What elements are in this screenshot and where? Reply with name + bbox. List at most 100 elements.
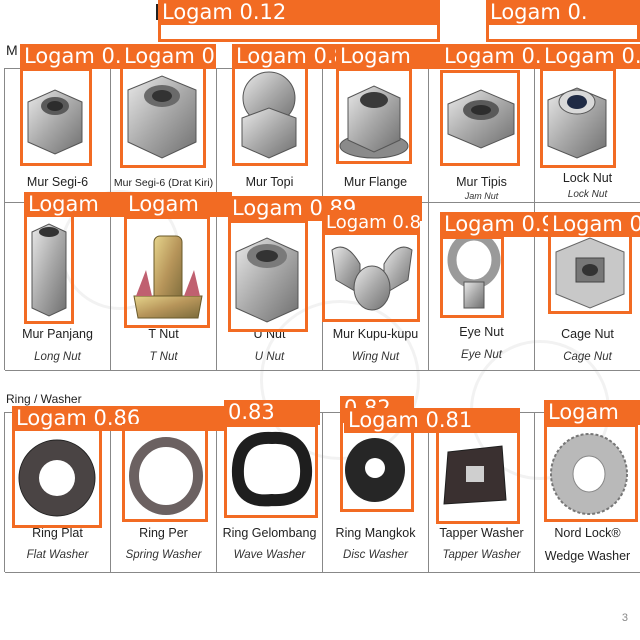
wave-washer-photo: [231, 431, 313, 507]
detection-box: [120, 58, 206, 168]
nut-label: Mur Kupu-kupu: [332, 327, 419, 341]
detection-box: [158, 22, 440, 42]
nut-label: Mur Segi-6 (Drat Kiri): [113, 177, 214, 189]
t-nut-photo: [133, 235, 203, 319]
detection-box: [436, 428, 520, 524]
nut-label: Eye Nut: [459, 325, 504, 339]
nut-section-heading: M: [6, 42, 18, 58]
detection-box: [24, 214, 74, 324]
page-number: 3: [621, 612, 628, 624]
washer-cell: Ring Gelombang Wave Washer: [217, 413, 323, 573]
long-nut-photo: [31, 223, 67, 317]
nut-label: Cage Nut: [561, 327, 614, 341]
nut-cell: Eye Nut Eye Nut: [429, 203, 535, 371]
detection-box: [122, 424, 208, 522]
washer-cell: Tapper Washer Tapper Washer: [429, 413, 535, 573]
nut-sublabel: Cage Nut: [563, 351, 612, 363]
washer-label: Ring Plat: [32, 526, 83, 540]
detection-box: [228, 220, 308, 332]
nut-grid: Mur Segi-6 Mur Segi-6 (Drat Kiri) Mur To…: [4, 68, 640, 371]
detection-label: Logam 0.: [486, 0, 640, 25]
washer-cell: Ring Plat Flat Washer: [5, 413, 111, 573]
washer-label: Ring Mangkok: [335, 526, 416, 540]
washer-sublabel: Spring Washer: [125, 549, 202, 561]
detection-box: [232, 64, 308, 166]
detection-label: Logam 0.89: [322, 210, 420, 235]
washer-sublabel: Flat Washer: [26, 549, 89, 561]
detection-label: Logam 0.90: [440, 212, 550, 237]
cage-nut-photo: [555, 237, 625, 309]
detection-box: [440, 236, 504, 318]
detection-box: [486, 22, 640, 42]
detection-label: Logam: [24, 192, 136, 217]
nut-sublabel: T Nut: [149, 351, 178, 363]
header-divider: [156, 4, 158, 20]
nut-label: Mur Flange: [343, 175, 408, 189]
nut-cell: Lock Nut Lock Nut: [535, 69, 640, 203]
detection-label: Logam 0.81: [344, 408, 520, 433]
washer-label: Ring Gelombang: [222, 526, 317, 540]
washer-sublabel: Wedge Washer: [544, 549, 631, 563]
flat-washer-photo: [18, 439, 96, 517]
detection-box: [20, 68, 92, 166]
detection-label: Logam 0.86: [120, 44, 216, 69]
detection-box: [440, 70, 520, 166]
nut-sublabel: Jam Nut: [464, 191, 499, 201]
cap-nut-photo: [241, 71, 297, 159]
nut-cell: Cage Nut Cage Nut: [535, 203, 640, 371]
detection-box: [336, 68, 412, 164]
detection-box: [224, 424, 318, 518]
detection-label: Logam 0.86: [232, 44, 338, 69]
nut-sublabel: Lock Nut: [567, 189, 608, 200]
detection-label: Logam 0.90: [548, 212, 640, 237]
spring-washer-photo: [129, 437, 203, 515]
detection-box: [548, 230, 632, 314]
washer-cell: Ring Mangkok Disc Washer: [323, 413, 429, 573]
disc-washer-photo: [345, 438, 405, 502]
detection-label: Logam 0.88: [540, 44, 640, 69]
wing-nut-photo: [331, 246, 413, 311]
nut-cell: Mur Tipis Jam Nut: [429, 69, 535, 203]
nut-label: Mur Tipis: [456, 175, 507, 189]
detection-label: Logam 0.88: [440, 44, 552, 69]
washer-cell: Ring Per Spring Washer: [111, 413, 217, 573]
detection-label: 0.83: [224, 400, 320, 425]
detection-box: [124, 216, 210, 328]
detection-box: [540, 68, 616, 168]
taper-washer-photo: [443, 445, 507, 505]
nut-cell: Mur Panjang Long Nut: [5, 203, 111, 371]
hex-nut-photo: [27, 89, 83, 155]
nut-label: Mur Segi-6: [26, 175, 89, 189]
nut-sublabel: Eye Nut: [461, 349, 502, 361]
washer-section-heading: Ring / Washer: [6, 392, 82, 406]
washer-sublabel: Disc Washer: [343, 549, 408, 561]
flange-nut-photo: [339, 85, 409, 159]
detection-label: Logam: [124, 192, 232, 217]
nut-cell: Mur Kupu-kupu Wing Nut: [323, 203, 429, 371]
detection-box: [12, 428, 102, 528]
detection-box: [322, 228, 420, 322]
nut-cell: T Nut T Nut: [111, 203, 217, 371]
detection-label: Logam: [336, 44, 440, 69]
u-nut-photo: [235, 237, 299, 323]
nut-sublabel: Wing Nut: [351, 351, 400, 363]
nord-lock-washer-photo: [550, 433, 628, 515]
lock-nut-photo: [547, 87, 607, 159]
detection-box: [544, 424, 638, 522]
detection-label: Logam 0.12: [158, 0, 440, 25]
washer-label: Nord Lock®: [554, 526, 621, 540]
washer-sublabel: Tapper Washer: [442, 549, 521, 561]
nut-sublabel: Long Nut: [34, 351, 81, 363]
washer-cell: Nord Lock® Wedge Washer: [535, 413, 640, 573]
washer-grid: Ring Plat Flat Washer Ring Per Spring Wa…: [4, 412, 640, 573]
nut-sublabel: U Nut: [254, 351, 285, 363]
nut-label: Mur Panjang: [22, 327, 93, 341]
washer-label: Ring Per: [139, 526, 188, 540]
detection-box: [340, 420, 414, 512]
nut-label: T Nut: [148, 327, 179, 341]
detection-label: Logam 0.86: [12, 406, 224, 431]
left-hand-hex-nut-photo: [127, 75, 197, 159]
nut-label: Mur Topi: [245, 175, 294, 189]
nut-label: Lock Nut: [562, 171, 613, 185]
